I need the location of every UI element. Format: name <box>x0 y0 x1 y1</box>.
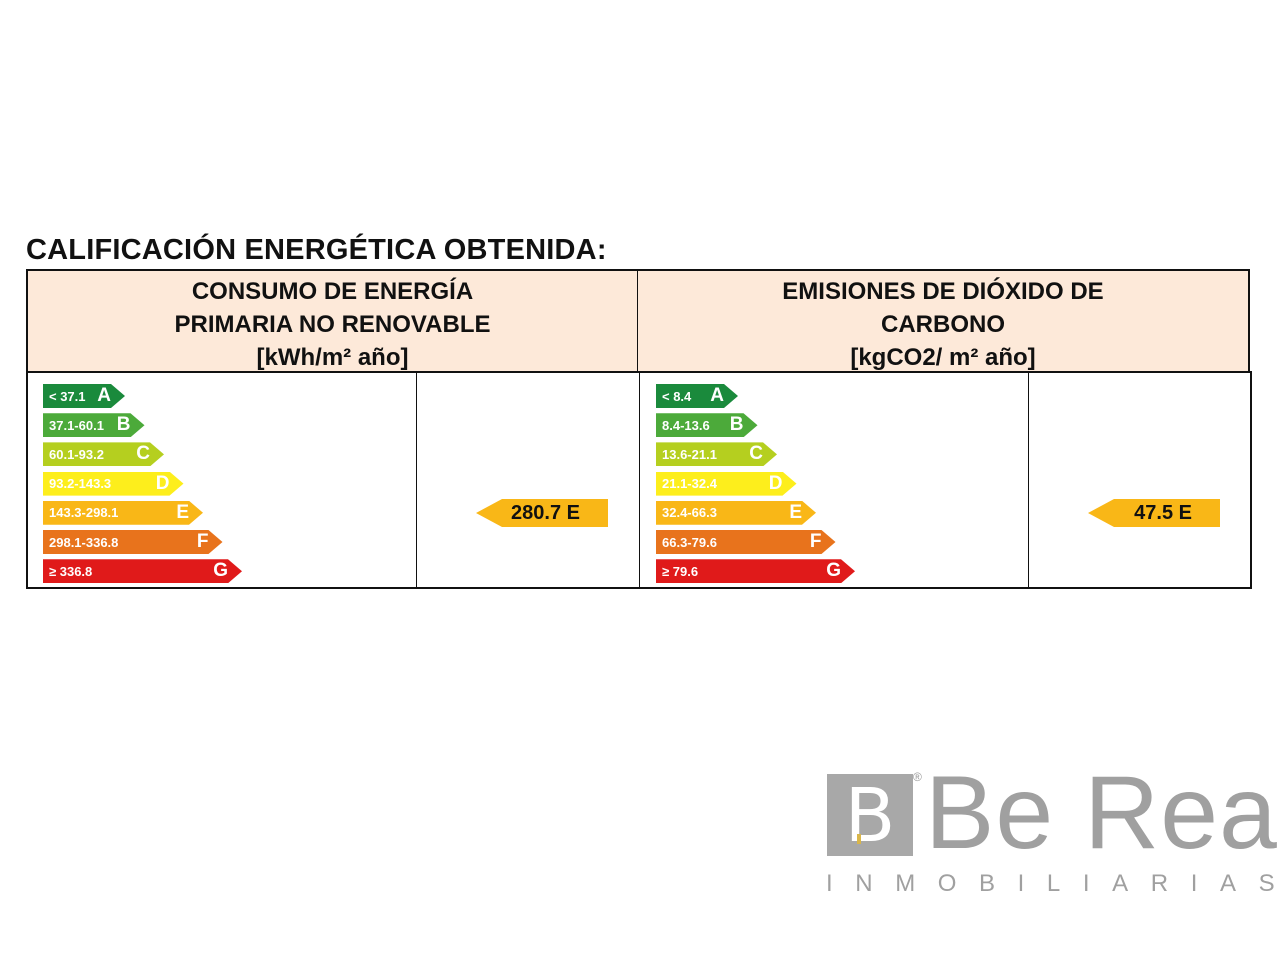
co2-scale-row-e: 32.4-66.3 E <box>656 501 816 525</box>
energy-rating-value: 280.7 E <box>511 501 580 524</box>
scale-range: ≥ 336.8 <box>49 563 93 579</box>
logo-mark: B <box>827 773 913 859</box>
scale-range: < 37.1 <box>49 388 86 404</box>
scale-letter: G <box>826 560 841 582</box>
co2-rating-value: 47.5 E <box>1134 501 1192 524</box>
co2-emissions-header: EMISIONES DE DIÓXIDO DE CARBONO [kgCO2/ … <box>638 269 1250 371</box>
scale-letter: F <box>809 531 822 552</box>
scale-range: 8.4-13.6 <box>662 417 710 433</box>
scale-letter: D <box>155 472 170 494</box>
scale-range: 60.1-93.2 <box>49 446 104 462</box>
co2-scale-row-b: 8.4-13.6 B <box>656 413 758 437</box>
scale-range: ≥ 79.6 <box>662 563 699 579</box>
energy-certificate-table: CONSUMO DE ENERGÍA PRIMARIA NO RENOVABLE… <box>26 269 1252 589</box>
energy-scale-row-c: 60.1-93.2 C <box>43 442 164 466</box>
scale-range: 93.2-143.3 <box>49 476 112 492</box>
scale-letter: B <box>116 414 131 436</box>
energy-scale-row-e: 143.3-298.1 E <box>43 501 203 525</box>
scale-letter: E <box>789 501 802 523</box>
energy-header-line-1: CONSUMO DE ENERGÍA <box>191 278 474 305</box>
scale-letter: F <box>196 531 209 552</box>
scale-range: 13.6-21.1 <box>662 446 717 462</box>
scale-letter: C <box>136 443 150 465</box>
energy-rating-arrow: 280.7 E <box>476 499 608 527</box>
co2-scale-row-c: 13.6-21.1 C <box>656 442 777 466</box>
scale-range: < 8.4 <box>662 388 692 404</box>
scale-letter: B <box>729 414 744 436</box>
registered-mark: ® <box>913 770 922 784</box>
energy-header-unit: [kWh/m² año] <box>256 344 409 371</box>
co2-scale-row-d: 21.1-32.4 D <box>656 472 797 496</box>
scale-range: 37.1-60.1 <box>49 417 104 433</box>
co2-header-line-1: EMISIONES DE DIÓXIDO DE <box>782 278 1104 305</box>
logo-accent <box>857 834 861 844</box>
co2-header-line-2: CARBONO <box>881 311 1005 338</box>
energy-value-cell <box>416 371 640 589</box>
co2-header-unit: [kgCO2/ m² año] <box>850 344 1036 371</box>
energy-scale-row-g: ≥ 336.8 G <box>43 559 242 583</box>
energy-scale-row-a: < 37.1 A <box>43 384 125 408</box>
scale-letter: A <box>710 385 724 406</box>
brand-name: Be Real <box>925 755 1280 871</box>
scale-range: 298.1-336.8 <box>49 534 119 550</box>
energy-scale-row-f: 298.1-336.8 F <box>43 530 223 554</box>
scale-letter: E <box>176 501 189 523</box>
logo-mark-letter: B <box>844 773 896 859</box>
co2-scale-row-g: ≥ 79.6 G <box>656 559 855 583</box>
energy-header-line-2: PRIMARIA NO RENOVABLE <box>174 311 491 338</box>
co2-scale-row-f: 66.3-79.6 F <box>656 530 836 554</box>
scale-range: 66.3-79.6 <box>662 534 717 550</box>
scale-range: 21.1-32.4 <box>662 476 717 492</box>
page-title: CALIFICACIÓN ENERGÉTICA OBTENIDA: <box>26 234 607 266</box>
scale-range: 143.3-298.1 <box>49 505 119 521</box>
brand-tagline: INMOBILIARIAS <box>826 870 1280 897</box>
energy-consumption-header: CONSUMO DE ENERGÍA PRIMARIA NO RENOVABLE… <box>26 269 638 371</box>
energy-scale-row-b: 37.1-60.1 B <box>43 413 145 437</box>
scale-letter: C <box>749 443 763 465</box>
scale-letter: D <box>768 472 783 494</box>
energy-scale-row-d: 93.2-143.3 D <box>43 472 184 496</box>
co2-scale-row-a: < 8.4 A <box>656 384 738 408</box>
co2-rating-arrow: 47.5 E <box>1088 499 1220 527</box>
scale-letter: A <box>97 385 111 406</box>
scale-letter: G <box>213 560 228 582</box>
co2-value-cell <box>1028 371 1252 589</box>
scale-range: 32.4-66.3 <box>662 505 717 521</box>
